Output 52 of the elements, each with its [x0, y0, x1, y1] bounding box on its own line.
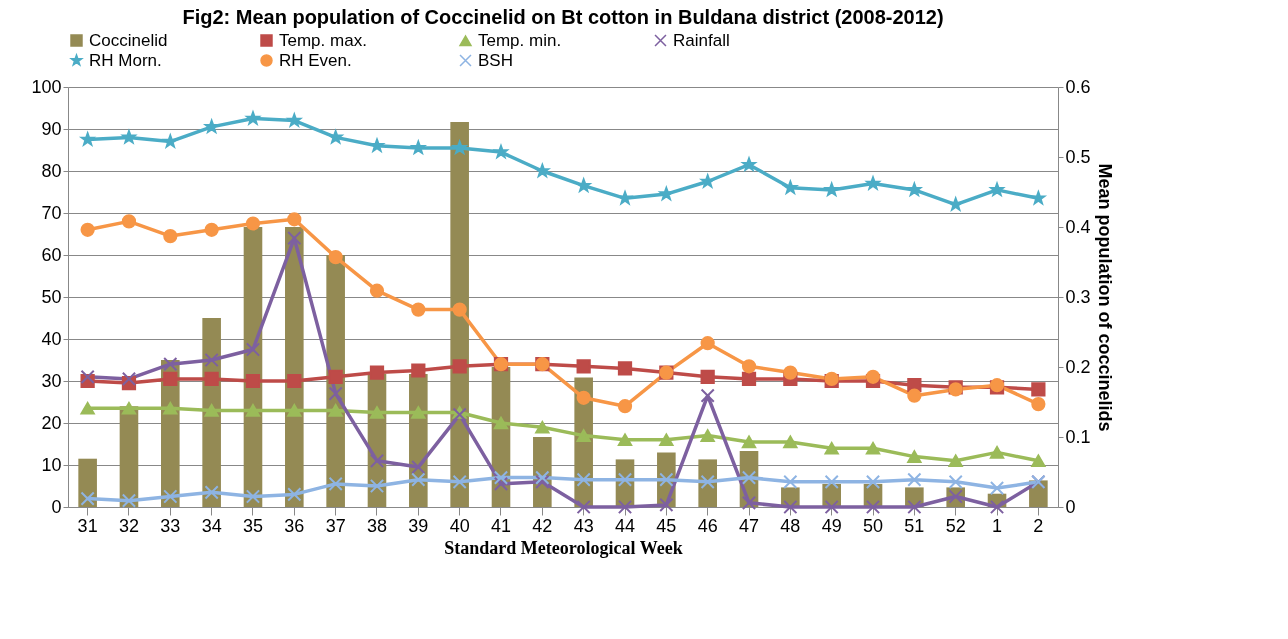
x-tick-label: 44 — [614, 515, 636, 536]
legend-label: Coccinelid — [89, 30, 168, 50]
x-tick-label: 51 — [904, 515, 925, 536]
y-tick-label: 0 — [51, 496, 62, 517]
x-tick-label: 2 — [1033, 515, 1044, 536]
legend-label: Temp. max. — [279, 30, 367, 50]
y-tick-label: 40 — [41, 328, 62, 349]
x-tick-label: 1 — [992, 515, 1003, 536]
x-tick-label: 40 — [449, 515, 470, 536]
y-tick-label: 10 — [41, 454, 62, 475]
x-tick-label: 35 — [242, 515, 263, 536]
x-tick-label: 49 — [821, 515, 842, 536]
y-tick-label: 60 — [41, 244, 62, 265]
x-tick-label: 33 — [160, 515, 181, 536]
y2-tick-label: 0.2 — [1065, 356, 1091, 377]
x-tick-label: 50 — [863, 515, 884, 536]
x-axis-title: Standard Meteorological Week — [444, 537, 683, 558]
x-tick-label: 48 — [780, 515, 801, 536]
y2-tick-label: 0 — [1065, 496, 1076, 517]
x-tick-label: 38 — [366, 515, 387, 536]
x-tick-label: 43 — [573, 515, 594, 536]
y2-axis-title: Mean population of coccinelids — [1094, 163, 1115, 432]
x-tick-label: 36 — [284, 515, 305, 536]
y-tick-label: 30 — [41, 370, 62, 391]
x-tick-label: 52 — [945, 515, 966, 536]
chart-title: Fig2: Mean population of Coccinelid on Bt cotton in Buldana district (2008-2012) — [182, 6, 944, 28]
legend-label: Rainfall — [673, 30, 730, 50]
y-tick-label: 20 — [41, 412, 62, 433]
legend-label: RH Morn. — [89, 50, 162, 70]
legend-label: Temp. min. — [478, 30, 562, 50]
x-tick-label: 39 — [408, 515, 429, 536]
y-tick-label: 100 — [31, 76, 62, 97]
y2-tick-label: 0.6 — [1065, 76, 1091, 97]
y-tick-label: 70 — [41, 202, 62, 223]
x-tick-label: 31 — [77, 515, 98, 536]
x-tick-label: 32 — [118, 515, 139, 536]
y-tick-label: 50 — [41, 286, 62, 307]
x-tick-label: 41 — [490, 515, 512, 536]
y-tick-label: 90 — [41, 118, 62, 139]
x-tick-label: 34 — [201, 515, 222, 536]
x-tick-label: 47 — [739, 515, 760, 536]
x-tick-label: 45 — [656, 515, 677, 536]
y2-tick-label: 0.1 — [1065, 426, 1091, 447]
x-tick-label: 42 — [532, 515, 553, 536]
y2-tick-label: 0.5 — [1065, 146, 1091, 167]
legend-label: RH Even. — [279, 50, 352, 70]
x-tick-label: 46 — [697, 515, 718, 536]
x-tick-label: 37 — [325, 515, 346, 536]
y2-tick-label: 0.3 — [1065, 286, 1091, 307]
legend-label: BSH — [478, 50, 513, 70]
y-tick-label: 80 — [41, 160, 62, 181]
y2-tick-label: 0.4 — [1065, 216, 1091, 237]
